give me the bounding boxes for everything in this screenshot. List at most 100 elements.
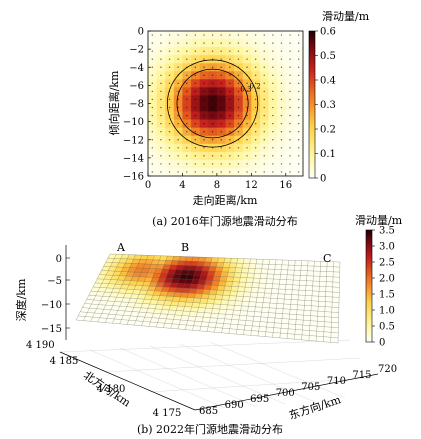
panel-b-segment-a-label: A xyxy=(116,241,126,254)
rake-marker xyxy=(254,171,257,173)
slip-patch xyxy=(271,288,279,294)
slip-patch xyxy=(281,259,290,266)
slip-patch xyxy=(240,272,248,278)
rake-marker xyxy=(289,171,291,173)
slip-patch xyxy=(234,300,243,307)
slip-patch xyxy=(229,262,237,268)
slip-patch xyxy=(272,327,282,334)
slip-patch xyxy=(267,312,276,319)
slip-patch xyxy=(294,260,302,266)
rake-marker xyxy=(220,34,222,36)
slip-patch xyxy=(266,273,275,280)
slip-patch xyxy=(272,278,281,285)
rake-marker xyxy=(289,163,291,165)
slip-patch xyxy=(306,275,314,282)
rake-marker xyxy=(160,34,162,36)
slip-patch xyxy=(225,276,234,282)
slip-patch xyxy=(222,323,231,329)
slip-patch xyxy=(260,273,268,279)
rake-marker xyxy=(220,122,222,125)
rake-marker xyxy=(289,82,291,85)
rake-marker xyxy=(211,90,214,93)
rake-marker xyxy=(160,82,162,85)
rake-marker xyxy=(194,114,197,117)
slip-patch xyxy=(231,314,240,321)
slip-patch xyxy=(309,325,318,332)
slip-patch xyxy=(289,309,298,315)
slip-patch xyxy=(295,324,303,331)
slip-patch xyxy=(213,299,222,305)
rake-marker xyxy=(168,34,171,36)
slip-patch xyxy=(211,280,220,286)
rake-marker xyxy=(160,114,162,117)
rake-marker xyxy=(297,58,300,60)
slip-patch xyxy=(183,306,192,312)
rake-marker xyxy=(211,122,214,125)
rake-marker xyxy=(263,155,265,157)
rake-marker xyxy=(246,98,248,101)
fault-grid-line xyxy=(105,262,340,273)
rake-marker xyxy=(203,34,205,36)
slip-patch xyxy=(230,286,239,292)
rake-marker xyxy=(194,163,197,165)
slip-patch xyxy=(204,280,213,286)
slip-patch xyxy=(287,264,295,271)
slip-patch xyxy=(217,313,226,319)
slip-patch xyxy=(332,291,340,298)
rake-marker xyxy=(237,58,240,60)
slip-patch xyxy=(256,292,265,298)
slip-patch xyxy=(228,267,236,273)
rake-marker xyxy=(203,114,205,117)
rake-marker xyxy=(280,66,283,68)
rake-marker xyxy=(220,106,222,109)
fault-grid-line xyxy=(97,278,340,293)
slip-patch xyxy=(318,286,327,292)
panel-b-east-axis xyxy=(194,373,379,411)
rake-marker xyxy=(194,82,197,85)
slip-patch xyxy=(305,280,314,287)
slip-patch xyxy=(285,279,294,285)
slip-patch xyxy=(312,280,320,287)
slip-patch xyxy=(255,258,264,265)
rake-marker xyxy=(297,106,300,109)
slip-patch xyxy=(274,317,283,324)
slip-patch xyxy=(265,331,274,338)
rake-marker xyxy=(151,90,154,93)
slip-patch xyxy=(307,260,315,267)
fault-grid-line xyxy=(78,315,339,339)
rake-marker xyxy=(194,58,197,60)
slip-patch xyxy=(252,316,262,322)
slip-patch xyxy=(319,276,327,282)
panel-a: 0.30.2 0−2−4−6−8−10−12−14−16 0 4 8 12 16 倾向距… xyxy=(107,10,370,228)
rake-marker xyxy=(289,155,291,157)
colorbar-tick-label: 3.5 xyxy=(379,226,395,237)
slip-patch xyxy=(216,318,225,324)
slip-patch xyxy=(226,304,235,311)
rake-marker xyxy=(272,171,274,173)
rake-marker xyxy=(168,139,171,141)
panel-a-colorbar xyxy=(308,30,316,179)
rake-marker xyxy=(229,34,231,36)
rake-marker xyxy=(229,155,231,157)
slip-patch xyxy=(276,298,285,305)
rake-marker xyxy=(272,58,274,60)
rake-marker xyxy=(186,90,188,93)
rake-marker xyxy=(272,34,274,36)
rake-marker xyxy=(254,74,257,77)
slip-patch xyxy=(277,293,286,300)
rake-marker xyxy=(272,147,274,149)
slip-patch xyxy=(265,283,273,289)
slip-patch xyxy=(214,294,223,300)
slip-patch xyxy=(210,285,219,291)
slip-patch xyxy=(299,275,307,281)
fault-grid-line xyxy=(80,311,339,334)
colorbar-tick-label: 0.4 xyxy=(320,76,336,87)
rake-marker xyxy=(186,34,188,36)
slip-patch xyxy=(288,313,297,320)
slip-patch xyxy=(244,320,254,326)
slip-patch xyxy=(288,260,296,266)
east-tick-label: 720 xyxy=(378,364,397,375)
slip-patch xyxy=(260,316,269,323)
rake-marker xyxy=(160,171,162,173)
